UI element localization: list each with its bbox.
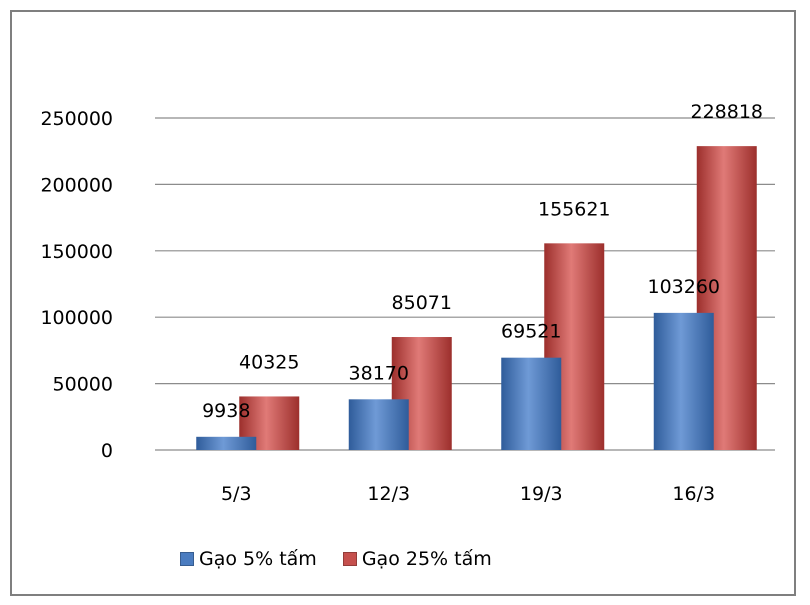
legend-item-series-2: Gạo 25% tấm	[342, 548, 492, 570]
bar-series-1-3	[653, 312, 714, 450]
x-tick-label: 12/3	[367, 483, 410, 505]
legend: Gạo 5% tấm Gạo 25% tấm	[180, 548, 518, 570]
y-tick-label: 250000	[40, 108, 113, 130]
x-tick-label: 19/3	[520, 483, 563, 505]
x-tick-label: 16/3	[672, 483, 715, 505]
y-tick-label: 150000	[40, 241, 113, 263]
data-label: 9938	[202, 400, 250, 422]
legend-label-series-1: Gạo 5% tấm	[199, 548, 317, 570]
bar-series-1-1	[348, 399, 409, 450]
legend-item-series-1: Gạo 5% tấm	[180, 548, 317, 570]
data-label: 103260	[647, 276, 720, 298]
data-label: 85071	[392, 292, 452, 314]
chart-frame	[10, 10, 796, 596]
bar-series-1-0	[196, 436, 257, 450]
data-label: 38170	[349, 362, 409, 384]
legend-swatch-red	[342, 552, 357, 566]
data-label: 155621	[538, 198, 611, 220]
legend-swatch-blue	[180, 552, 194, 566]
x-tick-label: 5/3	[221, 483, 252, 505]
data-label: 228818	[690, 101, 763, 123]
data-label: 40325	[239, 351, 299, 373]
bars	[196, 146, 757, 450]
data-label: 69521	[501, 321, 561, 343]
bar-series-1-2	[501, 357, 562, 450]
y-tick-label: 50000	[53, 374, 113, 396]
labels: 0 50000 100000 150000 200000 250000 40325 9938 5…	[40, 101, 763, 505]
y-tick-label: 100000	[40, 307, 113, 329]
y-tick-label: 0	[101, 440, 113, 462]
legend-label-series-2: Gạo 25% tấm	[361, 548, 492, 570]
y-tick-label: 200000	[40, 174, 113, 196]
